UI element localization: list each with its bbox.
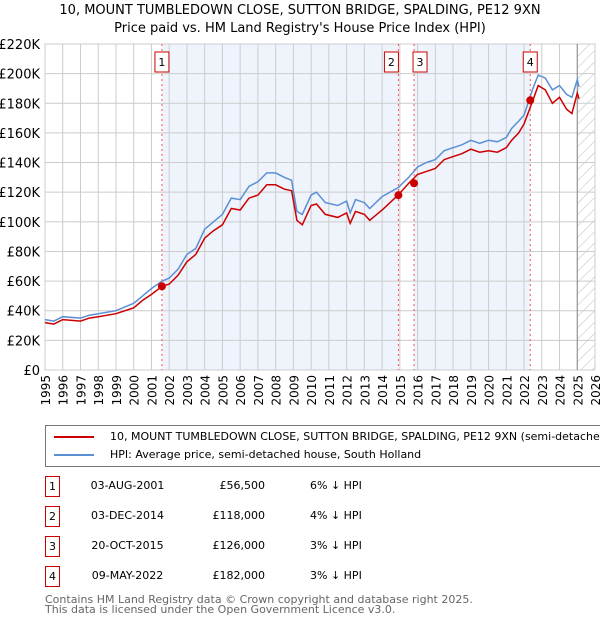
sale-price: £182,000 xyxy=(212,569,266,582)
sale-number: 4 xyxy=(45,566,60,587)
sale-number: 3 xyxy=(45,536,60,557)
y-tick-label: £60K xyxy=(7,275,41,290)
sale-point xyxy=(394,191,403,200)
x-tick-label: 1995 xyxy=(39,375,53,406)
y-tick-label: £0 xyxy=(23,364,40,379)
x-tick-label: 2012 xyxy=(341,375,355,406)
y-tick-label: £140K xyxy=(0,157,40,172)
legend-red-line xyxy=(54,435,94,438)
x-tick-label: 2004 xyxy=(199,375,213,406)
x-tick-label: 2022 xyxy=(518,375,532,406)
x-tick-label: 2009 xyxy=(287,375,301,406)
x-tick-label: 2023 xyxy=(536,375,550,406)
sale-price: £118,000 xyxy=(212,509,266,522)
sale-label-box xyxy=(383,51,399,73)
sale-hpi-diff: 6% ↓ HPI xyxy=(310,479,362,492)
x-tick-label: 2013 xyxy=(358,375,372,406)
x-tick-label: 2005 xyxy=(216,375,230,406)
sale-row: 2 03-DEC-2014 £118,000 4% ↓ HPI xyxy=(45,506,445,527)
legend: 10, MOUNT TUMBLEDOWN CLOSE, SUTTON BRIDG… xyxy=(45,425,600,467)
chart-subtitle: Price paid vs. HM Land Registry's House … xyxy=(114,21,486,36)
sale-price: £56,500 xyxy=(219,479,266,492)
y-tick-label: £220K xyxy=(0,38,40,53)
footer-line2: This data is licensed under the Open Gov… xyxy=(45,603,396,616)
sale-row: 3 20-OCT-2015 £126,000 3% ↓ HPI xyxy=(45,536,445,557)
x-tick-label: 1998 xyxy=(92,375,106,406)
sale-hpi-diff: 3% ↓ HPI xyxy=(310,539,362,552)
plot-frame xyxy=(44,43,596,371)
x-tick-label: 1997 xyxy=(74,375,88,406)
sale-row: 1 03-AUG-2001 £56,500 6% ↓ HPI xyxy=(45,476,445,497)
sale-date: 03-DEC-2014 xyxy=(90,509,165,522)
sale-date: 03-AUG-2001 xyxy=(90,479,165,492)
x-tick-label: 2001 xyxy=(145,375,159,406)
sale-number: 1 xyxy=(45,476,60,497)
sale-label-box xyxy=(522,51,538,73)
sale-point xyxy=(157,282,166,291)
x-tick-label: 2010 xyxy=(305,375,319,406)
x-tick-label: 2007 xyxy=(252,375,266,406)
footer-line1: Contains HM Land Registry data © Crown c… xyxy=(45,593,473,606)
legend-hpi-label: HPI: Average price, semi-detached house,… xyxy=(110,448,422,461)
x-tick-label: 2025 xyxy=(571,375,585,406)
x-tick-label: 2024 xyxy=(554,375,568,406)
x-tick-label: 2016 xyxy=(412,375,426,406)
sale-label-box xyxy=(154,51,170,73)
x-tick-label: 2003 xyxy=(181,375,195,406)
x-tick-label: 2018 xyxy=(447,375,461,406)
future-hatch xyxy=(577,44,595,370)
sale-label: 3 xyxy=(417,56,424,69)
x-tick-label: 2017 xyxy=(429,375,443,406)
price-chart: £0 £20K £40K £60K £80K £100K £120K £140K £160K £1… xyxy=(0,38,600,406)
sale-label: 2 xyxy=(388,56,395,69)
sale-hpi-diff: 3% ↓ HPI xyxy=(310,569,362,582)
footer: Contains HM Land Registry data © Crown c… xyxy=(45,593,473,616)
y-tick-label: £20K xyxy=(7,334,41,349)
sale-number: 2 xyxy=(45,506,60,527)
sale-hpi-diff: 4% ↓ HPI xyxy=(310,509,362,522)
x-tick-label: 2021 xyxy=(500,375,514,406)
x-tick-label: 2002 xyxy=(163,375,177,406)
y-tick-label: £120K xyxy=(0,186,40,201)
x-tick-label: 2008 xyxy=(270,375,284,406)
shade-band xyxy=(414,44,531,370)
x-tick-label: 2026 xyxy=(589,375,600,406)
x-tick-label: 2000 xyxy=(128,375,142,406)
y-tick-label: £180K xyxy=(0,97,40,112)
sale-label: 4 xyxy=(527,56,534,69)
x-tick-label: 2014 xyxy=(376,375,390,406)
legend-blue-line xyxy=(54,453,94,456)
shade-band xyxy=(161,44,399,370)
y-tick-label: £40K xyxy=(7,305,41,320)
sale-point xyxy=(410,179,419,188)
sale-date: 20-OCT-2015 xyxy=(91,539,164,552)
hpi-line xyxy=(44,74,580,322)
sale-row: 4 09-MAY-2022 £182,000 3% ↓ HPI xyxy=(45,566,445,587)
sale-date: 09-MAY-2022 xyxy=(91,569,164,582)
y-tick-label: £160K xyxy=(0,127,40,142)
y-tick-label: £100K xyxy=(0,216,40,231)
x-tick-label: 2011 xyxy=(323,375,337,406)
x-tick-label: 2020 xyxy=(483,375,497,406)
sale-point xyxy=(526,96,535,105)
y-tick-label: £80K xyxy=(7,245,41,260)
x-tick-label: 1996 xyxy=(57,375,71,406)
x-tick-label: 2006 xyxy=(234,375,248,406)
x-tick-label: 2019 xyxy=(465,375,479,406)
y-tick-label: £200K xyxy=(0,68,40,83)
sale-label-box xyxy=(412,51,428,73)
legend-property-label: 10, MOUNT TUMBLEDOWN CLOSE, SUTTON BRIDG… xyxy=(110,430,600,443)
sale-label: 1 xyxy=(158,56,165,69)
sale-price: £126,000 xyxy=(212,539,266,552)
chart-title: 10, MOUNT TUMBLEDOWN CLOSE, SUTTON BRIDG… xyxy=(59,3,541,18)
x-tick-label: 1999 xyxy=(110,375,124,406)
x-tick-label: 2015 xyxy=(394,375,408,406)
